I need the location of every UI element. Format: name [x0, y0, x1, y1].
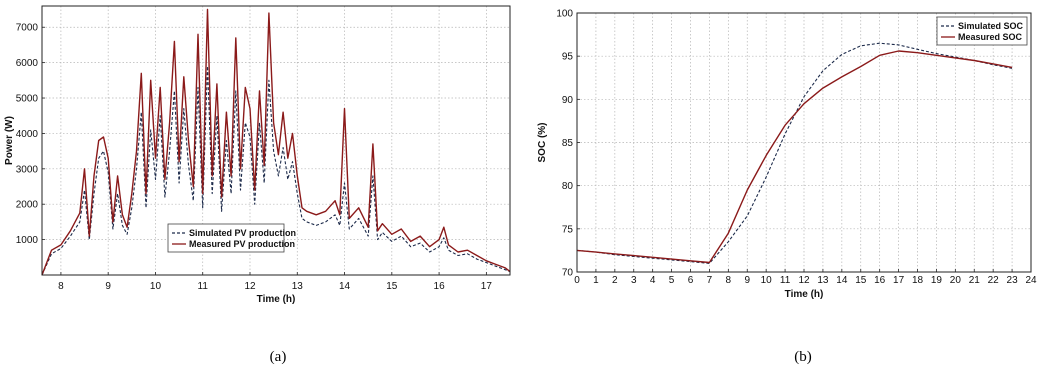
x-axis-label: Time (h) — [785, 289, 824, 300]
y-tick-label: 5000 — [16, 94, 39, 105]
y-tick-label: 1000 — [16, 235, 39, 246]
x-tick-label: 8 — [726, 275, 732, 286]
x-tick-label: 7 — [707, 275, 713, 286]
x-tick-label: 1 — [593, 275, 599, 286]
legend-label: Measured PV production — [189, 239, 295, 249]
x-tick-label: 23 — [1007, 275, 1019, 286]
x-tick-label: 15 — [386, 281, 398, 292]
y-tick-label: 7000 — [16, 23, 39, 34]
x-tick-label: 0 — [574, 275, 580, 286]
y-tick-label: 100 — [556, 9, 573, 20]
x-tick-label: 6 — [688, 275, 694, 286]
x-tick-label: 5 — [669, 275, 675, 286]
x-tick-label: 19 — [931, 275, 943, 286]
y-tick-label: 6000 — [16, 58, 39, 69]
x-tick-label: 12 — [798, 275, 810, 286]
x-tick-label: 8 — [58, 281, 64, 292]
y-tick-label: 80 — [562, 181, 574, 192]
x-tick-label: 16 — [434, 281, 446, 292]
x-tick-label: 15 — [855, 275, 867, 286]
caption-b: (b) — [794, 349, 812, 365]
y-tick-label: 2000 — [16, 200, 39, 211]
x-tick-label: 4 — [650, 275, 656, 286]
x-tick-label: 22 — [988, 275, 1000, 286]
x-tick-label: 11 — [198, 281, 209, 292]
x-axis-label: Time (h) — [257, 294, 296, 305]
x-tick-label: 10 — [150, 281, 162, 292]
legend-label: Simulated SOC — [958, 21, 1024, 31]
series-line-measured — [576, 50, 1013, 264]
y-axis-label: Power (W) — [4, 116, 15, 165]
x-tick-label: 14 — [836, 275, 848, 286]
x-tick-label: 24 — [1025, 275, 1037, 286]
x-tick-label: 2 — [612, 275, 618, 286]
x-tick-label: 13 — [817, 275, 829, 286]
chart-b-soc: 0 1 2 3 4 5 6 7 8 9 10 11 12 13 14 15 16 17 18 19 20 21 22 23 24… — [537, 9, 1037, 301]
legend-box — [167, 223, 285, 253]
legend-label: Measured SOC — [958, 32, 1023, 42]
series-line-simulated — [41, 65, 511, 276]
x-tick-label: 13 — [292, 281, 304, 292]
y-tick-label: 90 — [562, 95, 574, 106]
legend-label: Simulated PV production — [189, 228, 296, 238]
x-tick-label: 20 — [950, 275, 962, 286]
x-tick-label: 9 — [744, 275, 750, 286]
x-tick-label: 17 — [481, 281, 493, 292]
x-tick-label: 12 — [244, 281, 256, 292]
legend-box — [936, 16, 1028, 46]
y-tick-label: 70 — [562, 268, 574, 279]
x-tick-label: 17 — [893, 275, 905, 286]
series-line-measured — [41, 8, 511, 276]
y-tick-label: 95 — [562, 52, 574, 63]
y-axis-label: SOC (%) — [537, 123, 548, 163]
x-tick-label: 11 — [780, 275, 791, 286]
x-tick-label: 18 — [912, 275, 924, 286]
axes-frame — [41, 5, 511, 276]
caption-a: (a) — [270, 349, 287, 365]
x-tick-label: 10 — [761, 275, 773, 286]
y-tick-label: 3000 — [16, 164, 39, 175]
chart-a-pv-power: 8 9 10 11 12 13 14 15 16 17 1000 2000 3000 4000 5000 60… — [4, 5, 511, 305]
x-tick-label: 16 — [874, 275, 886, 286]
y-tick-label: 75 — [562, 224, 574, 235]
x-tick-label: 21 — [969, 275, 981, 286]
x-tick-label: 3 — [631, 275, 637, 286]
y-tick-label: 4000 — [16, 129, 39, 140]
x-tick-label: 14 — [339, 281, 351, 292]
x-tick-label: 9 — [105, 281, 111, 292]
y-tick-label: 85 — [562, 138, 574, 149]
